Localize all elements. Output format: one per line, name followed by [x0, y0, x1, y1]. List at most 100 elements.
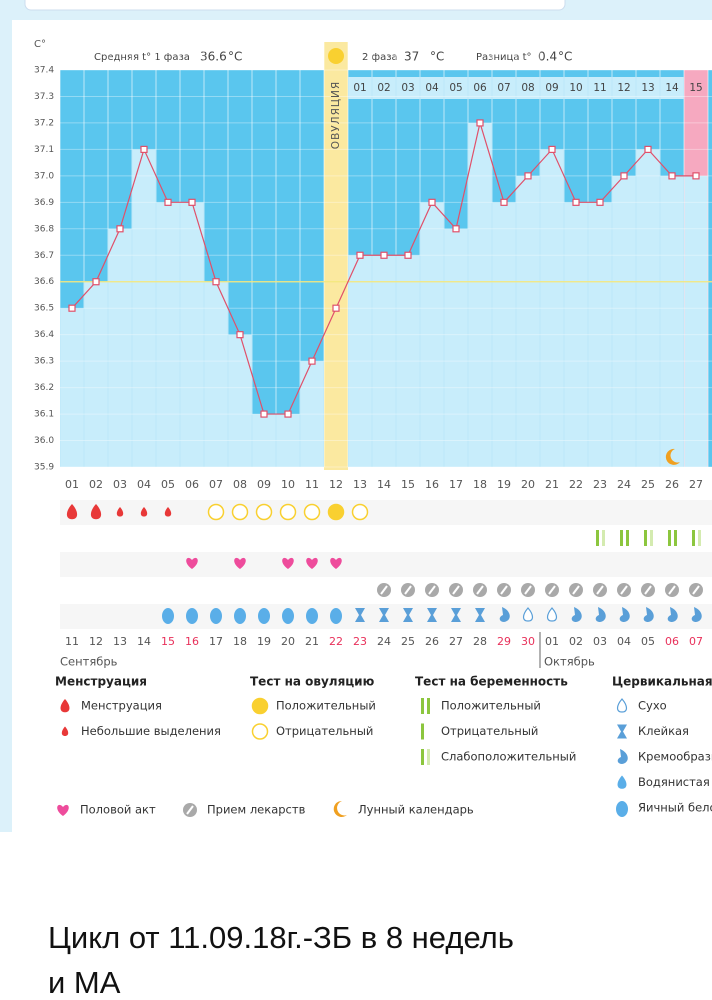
egg-white-icon [306, 608, 318, 624]
temperature-bar [180, 202, 204, 468]
x-tick-label: 07 [209, 478, 223, 491]
creamy-icon [571, 607, 582, 622]
symbol-row [60, 526, 712, 551]
legend-item: Лунный календарь [358, 803, 474, 817]
dry-icon [616, 698, 628, 713]
temperature-point [68, 304, 76, 312]
temperature-bar [612, 175, 636, 467]
creamy-icon [595, 607, 606, 622]
ovulation-label: ОВУЛЯЦИЯ [330, 81, 342, 149]
phase2-day: 15 [689, 82, 702, 94]
egg-white-icon [234, 608, 246, 624]
creamy-icon [643, 607, 654, 622]
temperature-point [596, 198, 604, 206]
temperature-bar [60, 308, 84, 467]
y-tick-label: 36.9 [34, 198, 54, 208]
legend-item: Яичный белок [638, 801, 712, 815]
egg-white-icon [282, 608, 294, 624]
chart-header [60, 42, 712, 70]
medicine-slash [668, 585, 676, 595]
medicine-slash [404, 585, 412, 595]
temperature-point [236, 331, 244, 339]
temperature-point [356, 251, 364, 259]
phase2-cell [348, 77, 372, 99]
date-label: 05 [641, 635, 655, 648]
temperature-bar [492, 202, 516, 468]
temperature-point [164, 198, 172, 206]
phase2-day: 01 [353, 82, 366, 94]
phase2-unit: °C [430, 50, 444, 64]
x-tick-label: 22 [569, 478, 583, 491]
medicine-slash [572, 585, 580, 595]
egg-white-icon [210, 608, 222, 624]
x-tick-label: 02 [89, 478, 103, 491]
legend-item: Прием лекарств [207, 803, 306, 817]
phase2-cell [588, 77, 612, 99]
legend-icon [421, 698, 424, 714]
creamy-icon [619, 607, 630, 622]
temperature-bar [516, 175, 540, 467]
x-tick-label: 17 [449, 478, 463, 491]
phase2-day: 08 [521, 82, 534, 94]
temperature-bar [468, 122, 492, 467]
phase2-cell [468, 77, 492, 99]
y-axis-label: C° [34, 39, 46, 50]
date-label: 30 [521, 635, 535, 648]
legend-item: Отрицательный [441, 724, 538, 738]
medicine-slash [428, 585, 436, 595]
date-label: 20 [281, 635, 295, 648]
legend-title: Тест на беременность [415, 675, 568, 689]
phase2-label: 2 фаза [362, 52, 398, 63]
temperature-point [452, 225, 460, 233]
medicine-slash [596, 585, 604, 595]
medicine-slash [620, 585, 628, 595]
temperature-point [380, 251, 388, 259]
heart-icon [57, 804, 69, 816]
phase1-value: 36.6 [200, 50, 227, 64]
temperature-point [668, 172, 676, 180]
phase2-day: 05 [449, 82, 462, 94]
temperature-point [116, 225, 124, 233]
temperature-bar [324, 308, 348, 467]
ovulation-test-icon [255, 503, 273, 521]
x-tick-label: 13 [353, 478, 367, 491]
creamy-icon [691, 607, 702, 622]
ovulation-test-icon [351, 503, 369, 521]
medicine-slash [692, 585, 700, 595]
temperature-point [404, 251, 412, 259]
y-tick-label: 37.2 [34, 118, 54, 128]
difference-unit: °C [558, 50, 572, 64]
creamy-icon [667, 607, 678, 622]
x-tick-label: 11 [305, 478, 319, 491]
legend-item: Небольшие выделения [81, 724, 221, 738]
temperature-point [620, 172, 628, 180]
y-tick-label: 36.3 [34, 357, 54, 367]
temperature-bar [108, 228, 132, 467]
phase2-day: 03 [401, 82, 414, 94]
dry-icon [522, 607, 534, 622]
temperature-bar [396, 255, 420, 467]
spotting-icon [116, 507, 124, 517]
phase2-day: 14 [665, 82, 679, 94]
phase2-day: 10 [569, 82, 582, 94]
temperature-bar [84, 281, 108, 467]
date-label: 29 [497, 635, 511, 648]
month-label: Сентябрь [60, 655, 118, 669]
y-tick-label: 36.4 [34, 330, 54, 340]
date-label: 14 [137, 635, 151, 648]
ovulation-test-icon [251, 723, 269, 740]
y-tick-label: 37.0 [34, 171, 54, 181]
phase2-cell [372, 77, 396, 99]
date-label: 03 [593, 635, 607, 648]
temperature-bar [444, 228, 468, 467]
temperature-bar [540, 149, 564, 467]
y-tick-label: 36.8 [34, 224, 54, 234]
legend-item: Водянистая [638, 775, 710, 789]
x-tick-label: 21 [545, 478, 559, 491]
temperature-point [284, 410, 292, 418]
pregnancy-test-icon [596, 530, 599, 546]
legend-icon [421, 749, 424, 765]
temperature-point [212, 278, 220, 286]
legend-icon [427, 698, 430, 714]
